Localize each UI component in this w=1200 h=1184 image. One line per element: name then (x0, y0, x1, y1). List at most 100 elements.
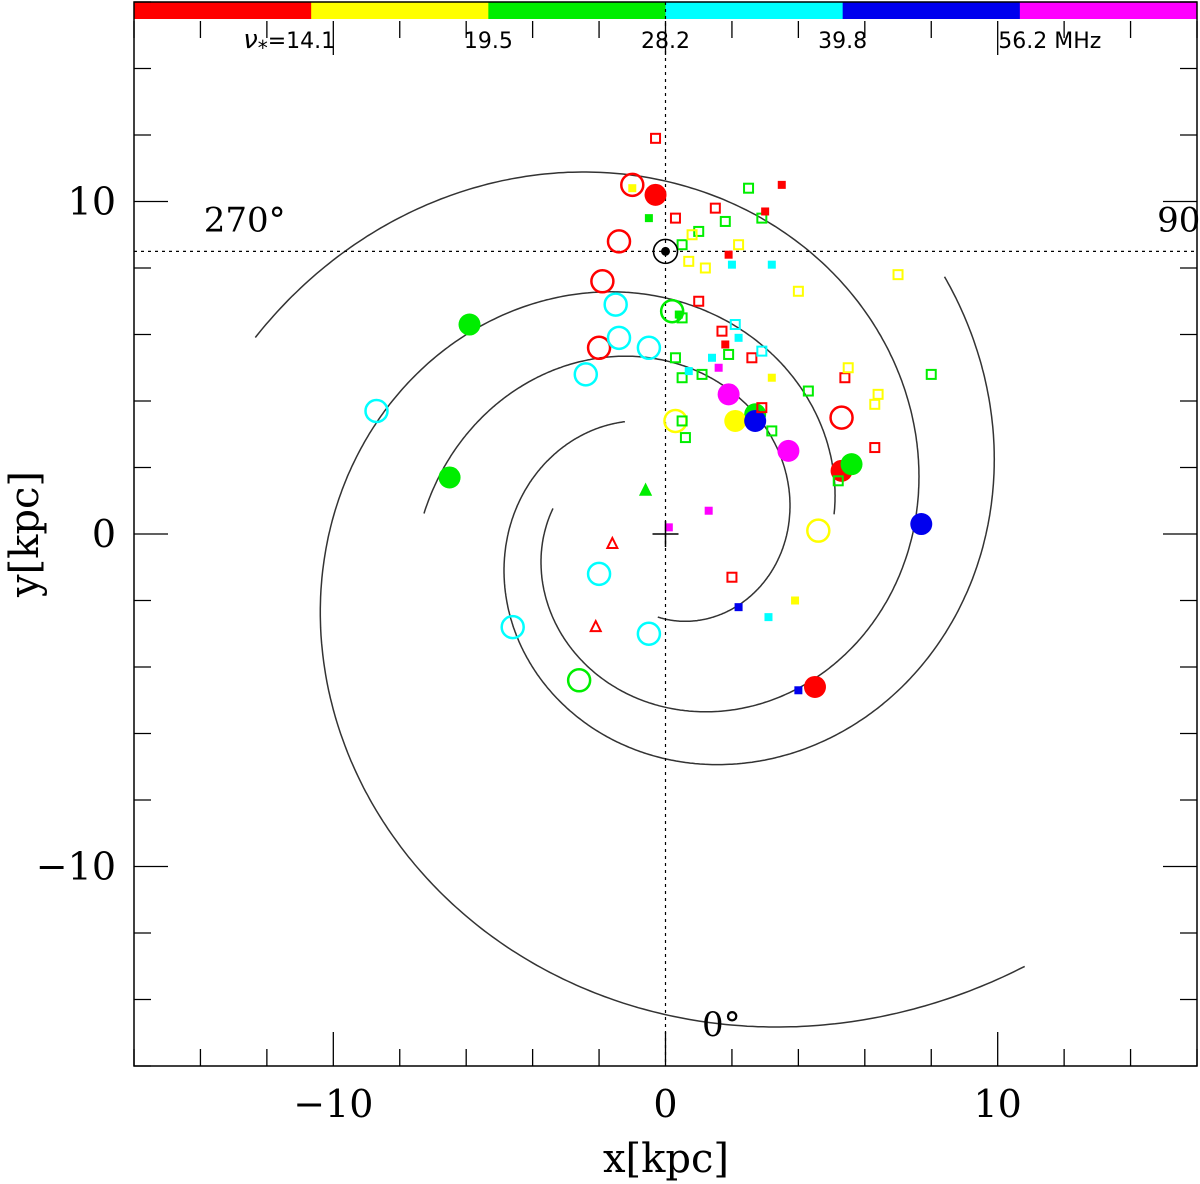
open-square-point (693, 225, 705, 237)
spiral-arms (254, 171, 1026, 1028)
triangle-point (589, 618, 603, 633)
open-circle-point (663, 408, 688, 434)
axis-tick-labels: −10 0 10 −10 0 10 (36, 180, 1022, 1127)
open-square-point (802, 385, 814, 397)
x-tick-label: 0 (653, 1082, 677, 1126)
spiral-arm (254, 171, 920, 713)
filled-square-point (777, 180, 786, 189)
open-square-point (839, 372, 851, 384)
filled-square-point (664, 523, 673, 532)
triangle-point (638, 482, 653, 496)
triangle-point (605, 535, 619, 549)
colorbar-segment (665, 2, 844, 19)
open-square-point (869, 398, 881, 410)
open-square-point (669, 212, 681, 224)
colorbar-labels: ν*=14.1 19.5 28.2 39.8 56.2 MHz (243, 25, 1101, 60)
open-circle-point (659, 298, 685, 324)
open-circle-point (606, 325, 632, 351)
open-square-point (729, 319, 741, 331)
filled-square-point (684, 367, 693, 376)
open-square-point (709, 202, 721, 214)
open-circle-point (606, 229, 632, 254)
longitude-label: 270° (204, 200, 286, 240)
open-square-point (716, 325, 728, 337)
y-tick-label: 10 (68, 180, 116, 224)
open-circle-point (636, 335, 662, 361)
colorbar-label: 19.5 (464, 29, 513, 54)
axis-ticks (133, 1, 1198, 1067)
filled-circle-point (644, 183, 667, 206)
filled-square-point (714, 363, 723, 372)
sun-icon (652, 238, 679, 265)
filled-square-point (767, 260, 776, 269)
open-square-point (869, 442, 881, 454)
filled-square-point (721, 340, 730, 349)
open-square-point (723, 348, 735, 360)
colorbar-segment (488, 2, 666, 19)
filled-square-point (708, 353, 717, 362)
open-circle-point (603, 292, 628, 317)
open-square-point (832, 475, 844, 487)
longitude-labels: 270° 90° 0° (204, 200, 1200, 1045)
longitude-label: 90° (1157, 200, 1200, 240)
longitude-label: 0° (702, 1005, 741, 1045)
open-circle-point (829, 405, 854, 430)
colorbar (134, 2, 1198, 19)
open-circle-point (590, 269, 615, 294)
filled-square-point (761, 207, 770, 216)
special-markers (652, 238, 679, 547)
filled-square-point (674, 310, 683, 319)
open-square-point (746, 352, 758, 364)
filled-square-point (644, 214, 653, 223)
open-circle-point (636, 621, 662, 646)
filled-square-point (628, 184, 637, 193)
filled-square-point (734, 333, 743, 342)
open-square-point (726, 571, 738, 583)
open-square-point (756, 345, 768, 357)
y-axis-title: y[kpc] (2, 471, 48, 598)
filled-square-point (764, 613, 773, 622)
colorbar-label: 56.2 MHz (998, 29, 1101, 54)
filled-circle-point (803, 675, 826, 698)
x-tick-label: 10 (974, 1082, 1022, 1126)
filled-circle-point (717, 383, 740, 406)
open-square-point (650, 132, 662, 144)
open-square-point (676, 415, 688, 427)
open-circle-point (364, 398, 389, 424)
colorbar-segment (134, 2, 312, 19)
filled-circle-point (840, 453, 863, 476)
open-square-point (719, 215, 731, 227)
spiral-arm (319, 291, 1026, 1028)
filled-circle-point (724, 409, 747, 432)
open-square-point (679, 432, 691, 444)
open-square-point (842, 362, 854, 374)
filled-square-point (794, 686, 803, 695)
data-points (364, 132, 937, 698)
filled-square-point (704, 506, 713, 515)
open-circle-point (586, 561, 612, 587)
open-circle-point (573, 362, 599, 387)
y-tick-label: −10 (36, 845, 116, 889)
open-square-point (756, 402, 768, 414)
open-circle-point (566, 668, 592, 693)
colorbar-label: 39.8 (818, 29, 867, 54)
open-square-point (766, 425, 778, 437)
spiral-arm (423, 355, 791, 623)
filled-circle-point (910, 513, 933, 536)
open-square-point (693, 295, 705, 307)
filled-circle-point (438, 466, 461, 489)
open-square-point (743, 182, 755, 194)
open-square-point (892, 269, 904, 281)
filled-circle-point (744, 409, 767, 432)
open-square-point (676, 372, 688, 384)
colorbar-segment (842, 2, 1021, 19)
filled-square-point (767, 373, 776, 382)
filled-square-point (727, 260, 736, 269)
filled-square-point (791, 596, 800, 605)
filled-square-point (734, 603, 743, 612)
x-axis-title: x[kpc] (603, 1136, 729, 1182)
open-square-point (699, 262, 711, 274)
open-circle-point (620, 172, 645, 198)
open-square-point (669, 352, 681, 364)
